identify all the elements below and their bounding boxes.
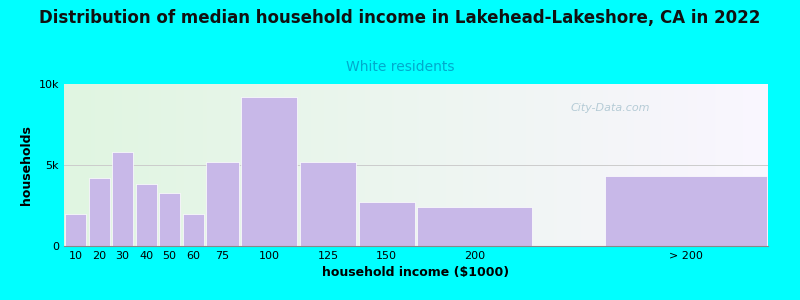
Bar bbox=[300, 162, 356, 246]
Bar bbox=[159, 193, 180, 246]
Bar bbox=[89, 178, 110, 246]
Bar bbox=[112, 152, 134, 246]
Bar bbox=[182, 214, 204, 246]
Text: Distribution of median household income in Lakehead-Lakeshore, CA in 2022: Distribution of median household income … bbox=[39, 9, 761, 27]
Bar bbox=[358, 202, 415, 246]
Bar bbox=[605, 176, 767, 246]
Bar bbox=[241, 97, 298, 246]
Bar bbox=[135, 184, 157, 246]
Bar bbox=[65, 214, 86, 246]
Text: White residents: White residents bbox=[346, 60, 454, 74]
Text: City-Data.com: City-Data.com bbox=[571, 103, 650, 113]
X-axis label: household income ($1000): household income ($1000) bbox=[322, 266, 510, 279]
Bar bbox=[206, 162, 239, 246]
Y-axis label: households: households bbox=[20, 125, 33, 205]
Bar bbox=[417, 207, 532, 246]
